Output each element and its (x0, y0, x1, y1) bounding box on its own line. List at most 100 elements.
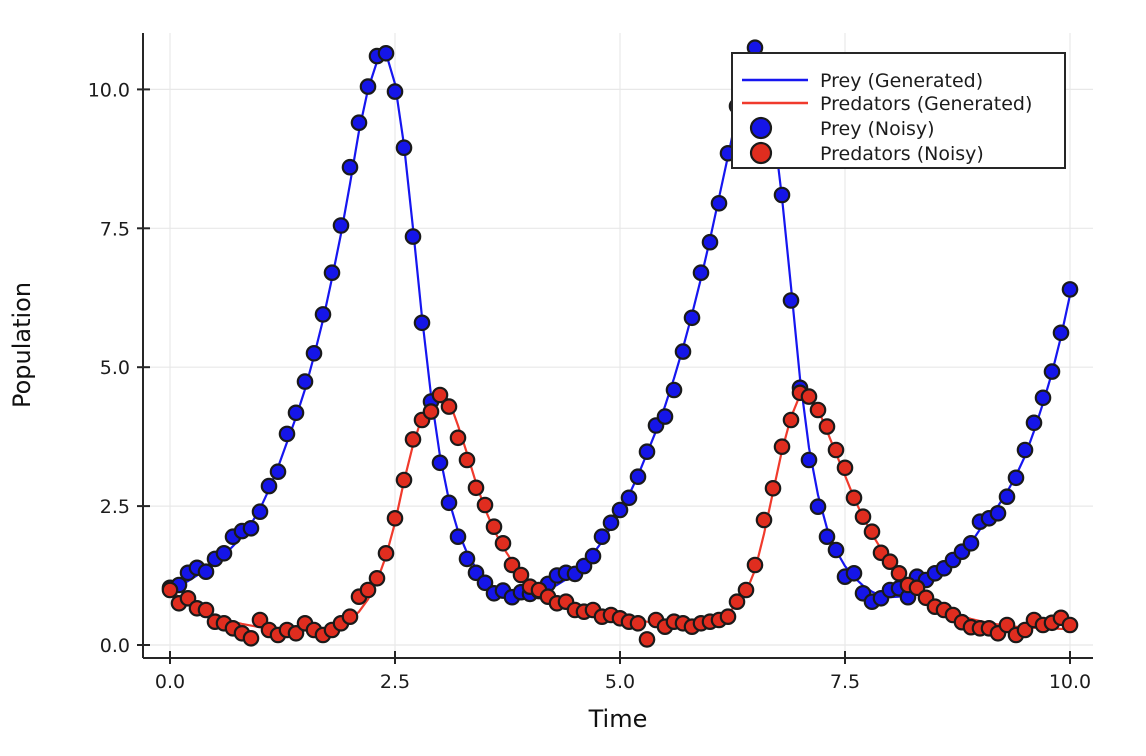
data-point-predators-noisy (341, 608, 359, 625)
data-point-predators-noisy (251, 611, 269, 629)
data-point-prey-noisy (278, 425, 296, 443)
data-point-prey-noisy (314, 306, 332, 323)
data-point-prey-noisy (449, 528, 467, 545)
data-point-predators-noisy (359, 581, 377, 599)
x-tick-label: 0.0 (155, 671, 185, 693)
data-point-predators-noisy (395, 471, 413, 489)
data-point-prey-noisy (323, 264, 341, 281)
data-point-prey-noisy (440, 494, 458, 512)
data-point-predators-noisy (809, 401, 827, 419)
data-point-predators-noisy (854, 508, 872, 525)
data-point-predators-noisy (746, 556, 764, 574)
data-point-prey-noisy (386, 83, 404, 100)
data-point-prey-noisy (269, 463, 287, 480)
data-point-prey-noisy (287, 404, 305, 422)
data-point-predators-noisy (467, 479, 485, 497)
data-point-prey-noisy (773, 186, 791, 204)
data-point-prey-noisy (1016, 441, 1034, 459)
y-tick-label: 2.5 (100, 496, 130, 518)
data-point-prey-noisy (395, 139, 413, 156)
data-point-prey-noisy (296, 373, 314, 390)
data-point-prey-noisy (197, 563, 215, 580)
data-point-predators-noisy (773, 438, 791, 455)
data-point-predators-noisy (800, 388, 818, 405)
data-point-prey-noisy (620, 489, 638, 507)
legend-box (731, 52, 1066, 169)
data-point-prey-noisy (584, 547, 602, 565)
data-point-prey-noisy (467, 564, 485, 582)
data-point-prey-noisy (359, 78, 377, 95)
data-point-predators-noisy (728, 593, 746, 610)
data-point-predators-noisy (485, 518, 503, 535)
data-point-prey-noisy (215, 544, 233, 562)
y-axis-title: Population (8, 282, 36, 408)
legend-item-predators-noisy: Predators (Noisy) (749, 141, 984, 165)
data-point-predators-noisy (161, 581, 179, 599)
data-point-prey-noisy (710, 195, 728, 212)
data-point-predators-noisy (908, 579, 926, 597)
legend-item-prey-noisy: Prey (Noisy) (749, 116, 935, 140)
data-point-prey-noisy (665, 381, 683, 399)
y-tick-label: 10.0 (88, 79, 130, 101)
data-point-prey-noisy (998, 488, 1016, 505)
data-point-prey-noisy (260, 477, 278, 495)
data-point-predators-noisy (512, 566, 530, 584)
data-point-predators-noisy (1016, 621, 1034, 639)
data-point-predators-noisy (1061, 616, 1079, 634)
data-point-prey-noisy (800, 451, 818, 469)
data-point-predators-noisy (818, 418, 836, 435)
data-point-prey-noisy (782, 292, 800, 309)
data-point-prey-noisy (962, 534, 980, 552)
data-point-prey-noisy (683, 309, 701, 327)
data-point-prey-noisy (629, 468, 647, 485)
data-point-predators-noisy (458, 451, 476, 469)
data-point-predators-noisy (845, 489, 863, 507)
data-point-prey-noisy (593, 528, 611, 545)
legend-item-label: Predators (Generated) (820, 93, 1032, 115)
legend-marker-swatch (749, 116, 773, 140)
x-tick-label: 7.5 (830, 671, 860, 693)
data-point-predators-noisy (368, 569, 386, 587)
legend-item-label: Prey (Noisy) (820, 118, 935, 140)
data-point-prey-noisy (305, 344, 323, 362)
data-point-prey-noisy (251, 503, 269, 520)
data-point-prey-noisy (1043, 363, 1061, 380)
data-point-prey-noisy (809, 498, 827, 515)
data-point-prey-noisy (692, 264, 710, 281)
data-point-predators-noisy (377, 544, 395, 562)
x-tick-label: 5.0 (605, 671, 635, 693)
data-point-prey-noisy (827, 541, 845, 559)
data-point-predators-noisy (431, 386, 449, 404)
data-point-prey-noisy (818, 528, 836, 545)
legend: Prey (Generated)Predators (Generated) Pre… (731, 52, 1066, 169)
data-point-predators-noisy (881, 553, 899, 570)
data-point-prey-noisy (1034, 389, 1052, 407)
data-point-predators-noisy (638, 631, 656, 648)
data-point-prey-noisy (413, 314, 431, 332)
data-point-predators-noisy (503, 556, 521, 574)
data-point-prey-noisy (611, 501, 629, 519)
series-predators-noisy (161, 384, 1079, 648)
data-point-predators-noisy (755, 511, 773, 529)
x-axis-title: Time (588, 705, 648, 733)
data-point-prey-noisy (638, 443, 656, 460)
data-point-prey-noisy (845, 564, 863, 582)
data-point-prey-noisy (656, 408, 674, 425)
y-tick-label: 7.5 (100, 218, 130, 240)
data-point-predators-noisy (422, 403, 440, 420)
data-point-prey-noisy (404, 228, 422, 245)
data-point-predators-noisy (440, 398, 458, 415)
data-point-prey-noisy (701, 233, 719, 251)
legend-item-label: Prey (Generated) (820, 70, 983, 92)
data-point-predators-noisy (449, 429, 467, 447)
data-point-predators-noisy (782, 411, 800, 429)
data-point-prey-noisy (1052, 324, 1070, 342)
data-point-predators-noisy (287, 624, 305, 642)
data-point-prey-noisy (458, 550, 476, 568)
x-tick-label: 2.5 (380, 671, 410, 693)
legend-marker-swatch (749, 141, 773, 165)
data-point-prey-noisy (431, 454, 449, 472)
data-point-prey-noisy (242, 519, 260, 537)
